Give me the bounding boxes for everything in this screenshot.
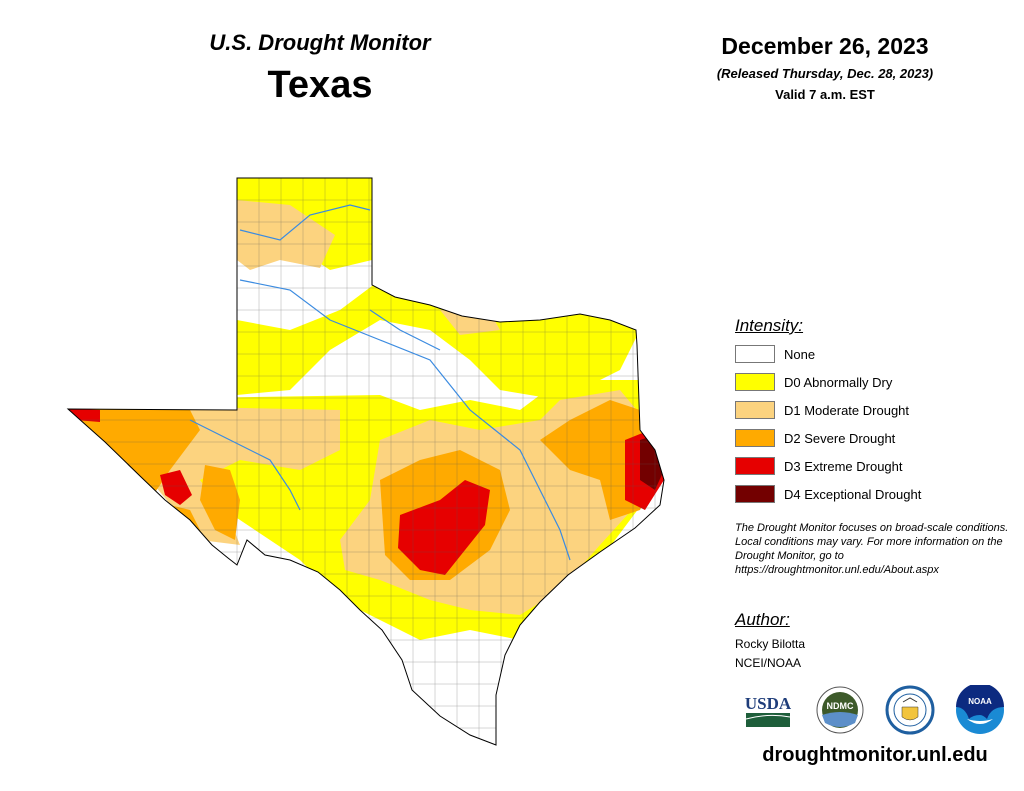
legend-label: D2 Severe Drought bbox=[784, 430, 896, 446]
legend-item-d0: D0 Abnormally Dry bbox=[735, 372, 892, 392]
valid-time: Valid 7 a.m. EST bbox=[775, 87, 875, 102]
author-name: Rocky Bilotta bbox=[735, 637, 806, 651]
usda-logo: USDA bbox=[745, 694, 792, 727]
legend-swatch bbox=[735, 457, 775, 475]
legend-item-d2: D2 Severe Drought bbox=[735, 428, 895, 448]
website-url[interactable]: droughtmonitor.unl.edu bbox=[762, 744, 988, 766]
legend-label: D3 Extreme Drought bbox=[784, 458, 903, 474]
disclaimer-note: The Drought Monitor focuses on broad-sca… bbox=[735, 522, 1009, 576]
commerce-seal-logo bbox=[885, 685, 935, 735]
noaa-logo: NOAA bbox=[956, 685, 1004, 734]
state-title: Texas bbox=[267, 64, 373, 106]
legend-item-none: None bbox=[735, 344, 815, 364]
author-title: Author: bbox=[735, 610, 790, 629]
legend-swatch bbox=[735, 345, 775, 363]
ndmc-logo: NDMC bbox=[816, 686, 864, 734]
release-date: (Released Thursday, Dec. 28, 2023) bbox=[716, 66, 934, 81]
svg-text:NDMC: NDMC bbox=[827, 701, 854, 711]
legend-label: None bbox=[784, 346, 816, 362]
svg-text:NOAA: NOAA bbox=[968, 697, 992, 706]
svg-text:USDA: USDA bbox=[745, 694, 792, 713]
legend-label: D0 Abnormally Dry bbox=[784, 374, 893, 390]
product-title: U.S. Drought Monitor bbox=[209, 30, 431, 55]
rivers bbox=[189, 204, 571, 561]
legend-item-d3: D3 Extreme Drought bbox=[735, 456, 903, 476]
legend-swatch bbox=[735, 373, 775, 391]
texas-drought-map bbox=[67, 177, 665, 746]
legend-item-d1: D1 Moderate Drought bbox=[735, 400, 909, 420]
legend-swatch bbox=[735, 401, 775, 419]
legend-swatch bbox=[735, 485, 775, 503]
author-org: NCEI/NOAA bbox=[735, 656, 802, 670]
legend-item-d4: D4 Exceptional Drought bbox=[735, 484, 921, 504]
legend-label: D4 Exceptional Drought bbox=[784, 486, 922, 502]
legend-title: Intensity: bbox=[735, 316, 804, 335]
legend-label: D1 Moderate Drought bbox=[784, 402, 910, 418]
legend-swatch bbox=[735, 429, 775, 447]
map-date: December 26, 2023 bbox=[721, 33, 929, 59]
